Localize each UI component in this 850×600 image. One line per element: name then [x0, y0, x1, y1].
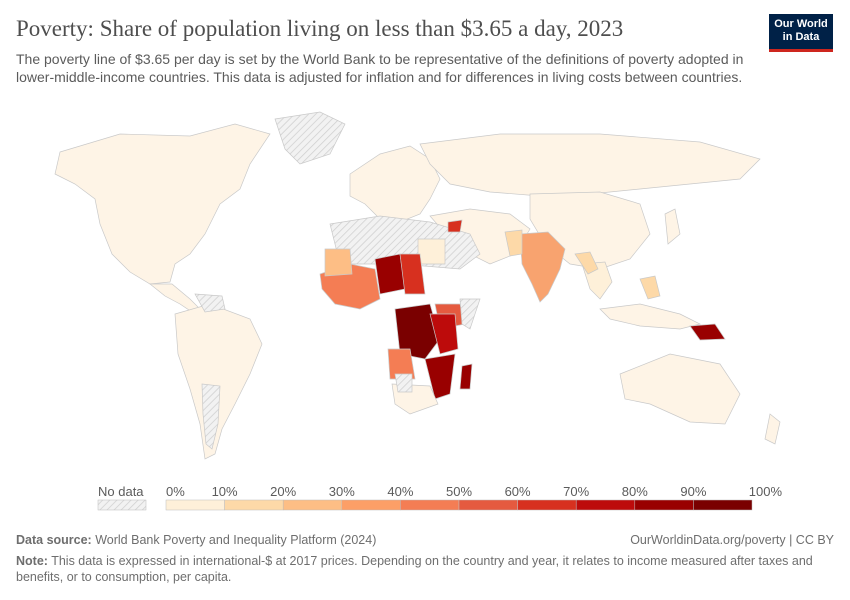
region-mauritania[interactable] [324, 248, 353, 277]
region-europe[interactable] [349, 145, 441, 223]
logo-line-2: in Data [782, 31, 820, 43]
legend-bin-label: 30% [329, 484, 355, 499]
logo-line-1: Our World [774, 18, 828, 30]
legend-bin-label: 50% [446, 484, 472, 499]
region-namibia[interactable] [394, 373, 413, 393]
legend-no-data-swatch[interactable] [97, 499, 147, 511]
region-egypt[interactable] [417, 238, 446, 265]
legend-no-data-label: No data [98, 484, 144, 499]
region-png[interactable] [689, 323, 726, 341]
world-map[interactable] [0, 104, 850, 476]
region-mozambique[interactable] [424, 353, 456, 400]
chart-subtitle: The poverty line of $3.65 per day is set… [16, 51, 744, 85]
region-greenland[interactable] [274, 111, 346, 165]
region-somalia[interactable] [459, 298, 481, 330]
region-syria[interactable] [447, 219, 463, 233]
region-new-zealand[interactable] [764, 413, 781, 445]
chart-title: Poverty: Share of population living on l… [16, 16, 624, 41]
footnote: Note: This data is expressed in internat… [16, 553, 826, 585]
owid-logo[interactable]: Our World in Data [769, 14, 833, 52]
region-philippines[interactable] [639, 275, 661, 300]
legend-bin-label: 80% [622, 484, 648, 499]
legend-bin-label: 60% [505, 484, 531, 499]
region-drc[interactable] [394, 303, 441, 360]
note-text: This data is expressed in international-… [16, 554, 813, 584]
source-link[interactable]: OurWorldinData.org/poverty | CC BY [630, 533, 834, 547]
region-australia[interactable] [619, 353, 741, 425]
legend-bin-label: 10% [212, 484, 238, 499]
region-south-america[interactable] [174, 303, 263, 460]
region-chad[interactable] [399, 253, 426, 295]
legend-bin-swatch[interactable] [575, 499, 636, 511]
legend-bin-swatch[interactable] [282, 499, 343, 511]
legend-bin-swatch[interactable] [634, 499, 694, 511]
data-source: Data source: World Bank Poverty and Ineq… [16, 533, 376, 547]
legend-bin-label: 20% [270, 484, 296, 499]
region-pakistan[interactable] [504, 229, 523, 257]
region-north-america[interactable] [54, 123, 271, 285]
region-south-america-nodata[interactable] [201, 383, 221, 450]
legend-bin-swatch[interactable] [341, 499, 401, 511]
region-myanmar-laos[interactable] [574, 251, 599, 275]
region-indonesia[interactable] [599, 303, 702, 330]
region-india[interactable] [519, 231, 566, 303]
legend-bin-label: 40% [387, 484, 413, 499]
legend-bin-swatch[interactable] [458, 499, 518, 511]
legend-bin-swatch[interactable] [400, 499, 460, 511]
region-madagascar[interactable] [459, 363, 473, 390]
region-venezuela-nodata[interactable] [194, 293, 226, 313]
source-text[interactable]: World Bank Poverty and Inequality Platfo… [95, 533, 377, 547]
region-east-africa[interactable] [429, 313, 459, 355]
legend-bin-label: 90% [680, 484, 706, 499]
region-angola[interactable] [387, 348, 416, 380]
legend-bin-swatch[interactable] [165, 499, 225, 511]
legend-bin-label: 0% [166, 484, 185, 499]
color-legend: No data 0% 10% 20% 30% 40% 50% 60% 70% 80% 90% 100% [0, 482, 850, 518]
region-japan[interactable] [664, 208, 681, 245]
source-label: Data source: [16, 533, 92, 547]
region-russia[interactable] [419, 133, 761, 197]
legend-bin-label: 70% [563, 484, 589, 499]
legend-bin-swatch[interactable] [224, 499, 284, 511]
legend-bin-swatch[interactable] [693, 499, 753, 511]
note-label: Note: [16, 554, 48, 568]
legend-bin-label: 100% [749, 484, 783, 499]
legend-bin-swatch[interactable] [517, 499, 577, 511]
